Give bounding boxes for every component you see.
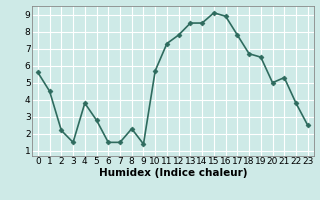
X-axis label: Humidex (Indice chaleur): Humidex (Indice chaleur): [99, 168, 247, 178]
